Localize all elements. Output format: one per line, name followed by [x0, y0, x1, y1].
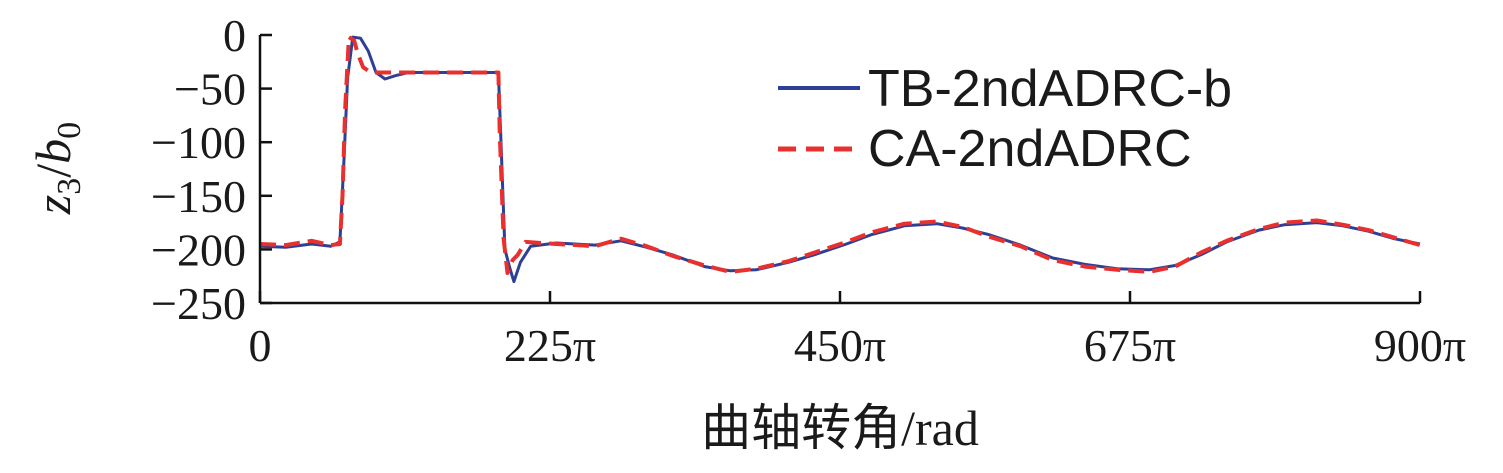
x-tick-label: 900π [1374, 320, 1466, 371]
y-tick-label: −100 [151, 117, 246, 168]
ylabel-z: z [25, 195, 81, 215]
ylabel-b: b [25, 139, 81, 164]
x-axis-label: 曲轴转角/rad [701, 400, 979, 456]
y-tick-label: −150 [151, 171, 246, 222]
ylabel-slash: / [25, 164, 81, 178]
x-tick-label: 0 [249, 320, 272, 371]
legend: TB-2ndADRC-b CA-2ndADRC [778, 60, 1232, 178]
series-layer [259, 35, 1421, 284]
y-axis-label: z3/b0 [25, 122, 88, 215]
svg-text:z3/b0: z3/b0 [25, 122, 88, 215]
x-tick-label: 450π [794, 320, 886, 371]
legend-label-tb: TB-2ndADRC-b [868, 60, 1232, 118]
ylabel-b-sub: 0 [51, 122, 88, 139]
y-tick-label: −200 [151, 224, 246, 275]
y-tick-label: −250 [151, 278, 246, 329]
y-tick-label: −50 [174, 64, 246, 115]
series-line-ca-2ndadrc [259, 35, 1421, 275]
x-tick-label: 225π [504, 320, 596, 371]
legend-label-ca: CA-2ndADRC [868, 120, 1192, 178]
x-tick-label: 675π [1084, 320, 1176, 371]
y-tick-label: 0 [223, 10, 246, 61]
ylabel-z-sub: 3 [51, 178, 88, 195]
